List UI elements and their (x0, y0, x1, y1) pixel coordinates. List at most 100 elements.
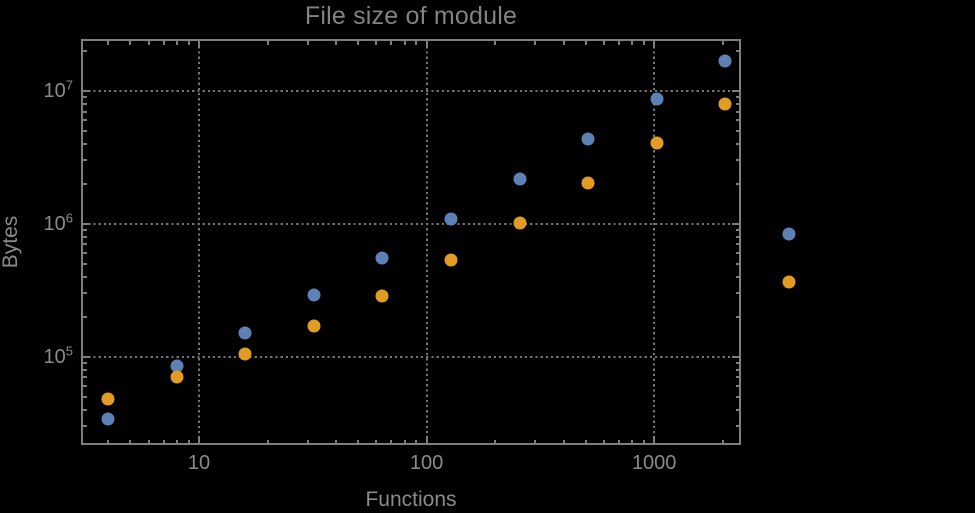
tick-mark (375, 40, 378, 45)
tick-mark (335, 439, 338, 444)
tick-mark (82, 235, 87, 238)
data-point-series-blue (375, 251, 389, 265)
tick-mark (82, 376, 87, 379)
tick-mark (631, 439, 634, 444)
tick-mark (735, 119, 740, 122)
tick-mark (82, 425, 87, 428)
y-tick-label: 107 (0, 77, 73, 105)
tick-mark (735, 159, 740, 162)
tick-mark (415, 439, 418, 444)
tick-mark (82, 49, 87, 52)
tick-mark (735, 252, 740, 255)
y-tick-label: 106 (0, 210, 73, 238)
data-point-series-blue (718, 54, 732, 68)
tick-mark (562, 40, 565, 45)
tick-mark (735, 130, 740, 132)
tick-mark (306, 439, 309, 444)
tick-mark (175, 40, 178, 45)
tick-mark (602, 439, 605, 444)
tick-mark (494, 40, 497, 45)
tick-mark (721, 40, 724, 45)
grid-line-vertical (425, 41, 428, 443)
tick-mark (107, 439, 110, 444)
data-point-series-blue (581, 132, 595, 146)
y-tick-label-base: 10 (43, 345, 66, 368)
tick-mark (721, 439, 724, 444)
data-point-series-orange (375, 289, 389, 303)
tick-mark (82, 182, 87, 185)
data-point-series-orange (101, 392, 115, 406)
data-point-series-orange (718, 97, 732, 111)
tick-mark (735, 96, 740, 99)
tick-mark (82, 96, 87, 99)
x-tick-label: 10 (187, 452, 211, 474)
x-tick-label: 100 (409, 452, 444, 474)
tick-mark (735, 385, 740, 388)
tick-mark (735, 425, 740, 428)
tick-mark (735, 395, 740, 398)
tick-mark (82, 361, 87, 364)
y-tick-label-base: 10 (43, 80, 66, 102)
tick-mark (82, 228, 87, 231)
tick-mark (147, 40, 150, 45)
tick-mark (653, 436, 656, 444)
grid-line-vertical (653, 41, 656, 443)
tick-mark (425, 436, 428, 444)
tick-mark (735, 315, 740, 318)
tick-mark (735, 228, 740, 231)
tick-mark (735, 102, 740, 105)
data-point-series-blue (307, 288, 321, 302)
data-point-series-blue (650, 92, 664, 106)
tick-mark (357, 439, 360, 444)
tick-mark (266, 439, 269, 444)
tick-mark (735, 262, 740, 265)
y-tick-label: 105 (0, 343, 73, 371)
data-point-series-blue (101, 412, 115, 426)
y-tick-label-base: 10 (43, 212, 66, 235)
data-point-series-orange (650, 136, 664, 150)
tick-mark (266, 40, 269, 45)
tick-mark (390, 439, 393, 444)
tick-mark (735, 275, 740, 278)
tick-mark (82, 292, 87, 295)
data-point-series-blue (170, 359, 184, 373)
grid-line-horizontal (83, 355, 739, 358)
data-point-series-blue (238, 326, 252, 340)
tick-mark (617, 439, 620, 444)
x-tick-label: 1000 (631, 452, 677, 474)
tick-mark (82, 142, 87, 145)
tick-mark (735, 182, 740, 185)
tick-mark (198, 436, 200, 444)
tick-mark (162, 40, 165, 45)
tick-mark (534, 439, 537, 444)
data-point-series-orange (170, 370, 184, 384)
tick-mark (735, 235, 740, 238)
tick-mark (335, 40, 338, 45)
tick-mark (82, 395, 87, 398)
grid-line-horizontal (83, 90, 739, 92)
data-point-series-orange (444, 253, 458, 267)
tick-mark (82, 102, 87, 105)
tick-mark (735, 408, 740, 411)
tick-mark (735, 49, 740, 52)
tick-mark (357, 40, 360, 45)
tick-mark (584, 40, 587, 45)
y-tick-label-exponent: 6 (65, 210, 73, 226)
x-axis-label: Functions (365, 488, 457, 511)
tick-mark (82, 243, 87, 246)
tick-mark (82, 119, 87, 122)
tick-mark (175, 439, 178, 444)
tick-mark (494, 439, 497, 444)
tick-mark (415, 40, 418, 45)
tick-mark (82, 408, 87, 411)
tick-mark (162, 439, 165, 444)
tick-mark (82, 130, 87, 132)
legend-marker-orange (782, 275, 796, 289)
tick-mark (375, 439, 378, 444)
tick-mark (129, 439, 132, 444)
tick-mark (617, 40, 620, 45)
tick-mark (735, 368, 740, 371)
tick-mark (82, 275, 87, 278)
data-point-series-orange (307, 319, 321, 333)
